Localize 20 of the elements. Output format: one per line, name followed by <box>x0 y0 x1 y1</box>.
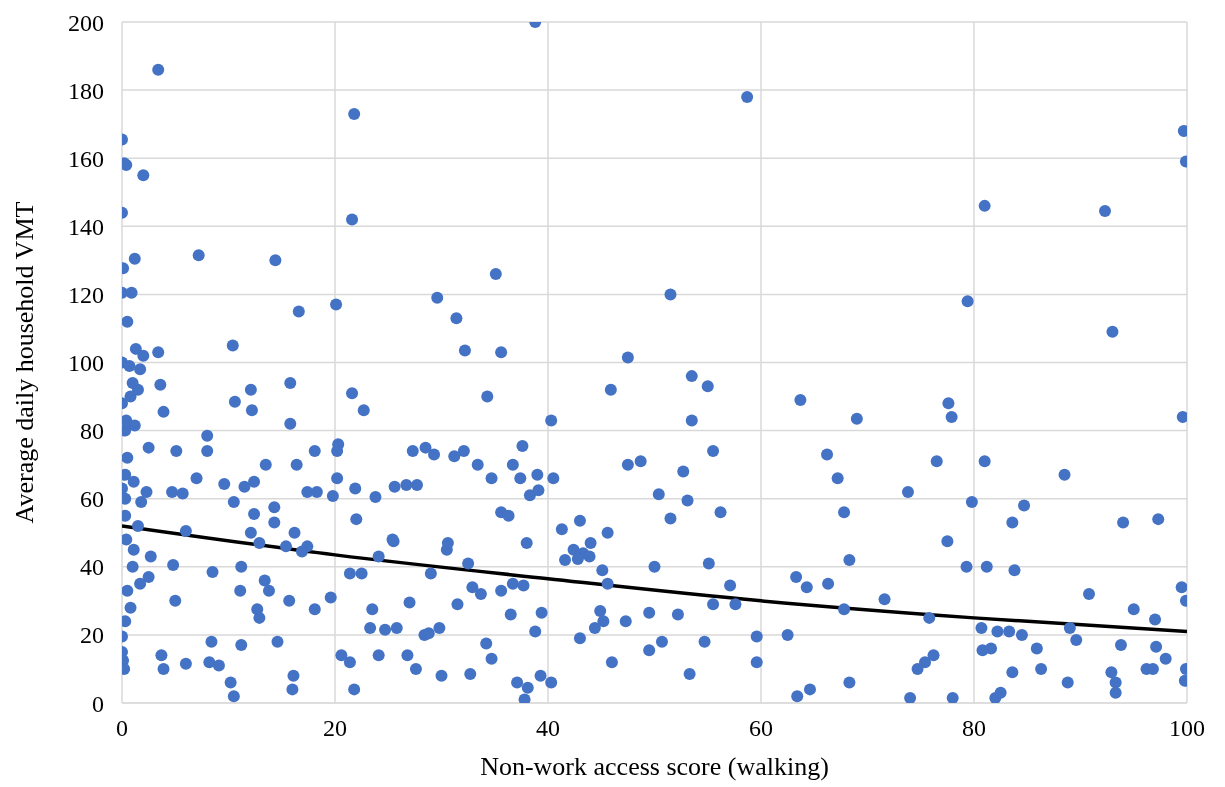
line-series <box>122 524 1187 634</box>
x-tick-label: 60 <box>749 715 773 742</box>
y-tick-label: 60 <box>80 486 104 513</box>
y-tick-label: 20 <box>80 622 104 649</box>
y-axis-title: Average daily household VMT <box>10 201 40 524</box>
y-tick-label: 40 <box>80 554 104 581</box>
x-tick-label: 40 <box>536 715 560 742</box>
y-tick-label: 140 <box>68 213 104 240</box>
x-axis-title: Non-work access score (walking) <box>480 752 829 781</box>
x-tick-label: 20 <box>323 715 347 742</box>
y-tick-label: 200 <box>68 9 104 36</box>
y-tick-label: 80 <box>80 418 104 445</box>
y-tick-label: 180 <box>68 77 104 104</box>
y-tick-label: 100 <box>68 350 104 377</box>
y-tick-label: 120 <box>68 281 104 308</box>
x-tick-label: 80 <box>962 715 986 742</box>
x-tick-label: 0 <box>116 715 128 742</box>
x-tick-label: 100 <box>1169 715 1205 742</box>
y-tick-label: 0 <box>92 690 104 717</box>
y-tick-label: 160 <box>68 145 104 172</box>
